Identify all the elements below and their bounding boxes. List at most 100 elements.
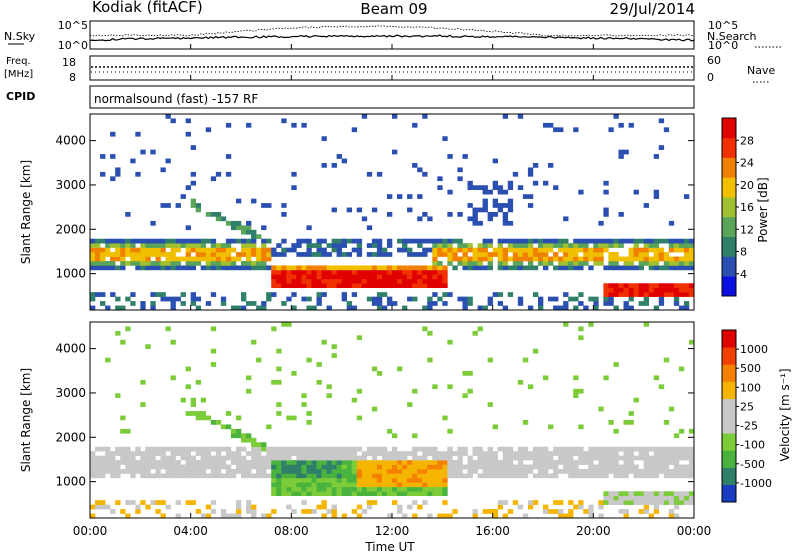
velocity-cell — [301, 460, 307, 465]
velocity-cell — [663, 491, 670, 497]
velocity-cell — [568, 500, 574, 505]
velocity-cell — [326, 464, 332, 470]
power-cell — [392, 278, 398, 284]
velocity-cell — [603, 375, 609, 381]
velocity-cell — [291, 486, 297, 492]
velocity-cell — [120, 460, 126, 465]
power-cell — [296, 265, 302, 271]
velocity-cell — [316, 482, 322, 488]
power-cell — [381, 292, 388, 297]
power-cell — [668, 220, 675, 226]
power-cell — [326, 269, 332, 275]
power-cell — [643, 243, 649, 248]
velocity-cell — [95, 469, 101, 474]
power-cell — [462, 301, 468, 306]
power-cell — [638, 261, 644, 266]
power-cell — [266, 247, 272, 253]
power-cell — [261, 301, 267, 306]
power-cell — [563, 256, 569, 262]
power-cell — [633, 243, 639, 248]
velocity-cell — [633, 446, 639, 452]
velocity-cell — [316, 455, 322, 461]
power-cell — [366, 283, 373, 289]
power-cell — [633, 238, 639, 244]
power-cell — [663, 256, 670, 262]
power-cell — [110, 252, 116, 257]
velocity-cell — [412, 486, 418, 492]
power-cell — [683, 252, 690, 257]
velocity-cell — [281, 473, 287, 479]
power-cell — [427, 296, 433, 302]
velocity-cell — [613, 428, 619, 434]
power-cell — [402, 278, 408, 284]
power-cell — [568, 296, 574, 302]
velocity-cell — [321, 473, 327, 479]
power-cell — [618, 243, 624, 248]
power-cell — [361, 274, 368, 280]
velocity-cell — [331, 353, 337, 358]
power-cell — [618, 292, 624, 297]
velocity-cell — [321, 339, 327, 345]
velocity-cell — [321, 491, 327, 497]
power-cell — [402, 305, 408, 311]
power-cell — [241, 247, 247, 253]
power-cell — [326, 265, 332, 271]
power-cell — [341, 269, 347, 275]
power-cell — [472, 207, 478, 213]
velocity-y-tick-label: 2000 — [55, 430, 86, 444]
power-cell — [613, 287, 619, 293]
velocity-cell — [185, 446, 191, 452]
velocity-cell — [628, 491, 634, 497]
power-cell — [301, 252, 307, 257]
power-cell — [648, 265, 655, 271]
velocity-cell — [160, 513, 166, 519]
power-cell — [100, 265, 106, 271]
velocity-cell — [115, 473, 121, 479]
power-cell — [341, 238, 347, 244]
power-cell — [225, 238, 232, 244]
power-cell — [135, 252, 141, 257]
velocity-cell — [563, 322, 569, 327]
velocity-cell — [225, 464, 232, 470]
velocity-cell — [397, 491, 403, 497]
velocity-cell — [462, 473, 468, 479]
power-colorbar-tick-label: 28 — [740, 134, 754, 147]
velocity-cell — [306, 469, 312, 474]
velocity-cell — [487, 509, 493, 514]
power-cell — [603, 301, 609, 306]
velocity-cell — [583, 473, 589, 479]
velocity-cell — [628, 495, 634, 501]
power-cell — [90, 296, 96, 302]
velocity-cell — [437, 486, 443, 492]
velocity-cell — [427, 357, 433, 363]
velocity-cell — [135, 464, 141, 470]
velocity-cell — [392, 451, 398, 456]
power-cell — [341, 274, 347, 280]
power-cell — [185, 238, 191, 244]
power-cell — [311, 243, 317, 248]
power-colorbar-tick-label: 12 — [740, 223, 754, 236]
power-cell — [462, 252, 468, 257]
velocity-cell — [175, 469, 181, 474]
velocity-cell — [125, 500, 131, 505]
velocity-colorbar-tick-label: 100 — [740, 381, 761, 394]
velocity-cell — [271, 451, 277, 456]
velocity-cell — [492, 469, 498, 474]
velocity-cell — [180, 455, 186, 461]
power-cell — [130, 256, 136, 262]
power-cell — [286, 278, 292, 284]
velocity-cell — [266, 451, 272, 456]
power-cell — [195, 296, 202, 302]
velocity-cell — [527, 500, 534, 505]
power-cell — [492, 198, 498, 204]
velocity-cell — [623, 473, 629, 479]
velocity-cell — [643, 322, 649, 327]
velocity-cell — [376, 482, 383, 488]
velocity-cell — [185, 473, 191, 479]
power-cell — [346, 207, 353, 213]
velocity-cell — [688, 464, 695, 470]
velocity-cell — [658, 446, 665, 452]
power-cell — [140, 247, 146, 253]
velocity-cell — [688, 491, 695, 497]
velocity-cell — [296, 482, 302, 488]
